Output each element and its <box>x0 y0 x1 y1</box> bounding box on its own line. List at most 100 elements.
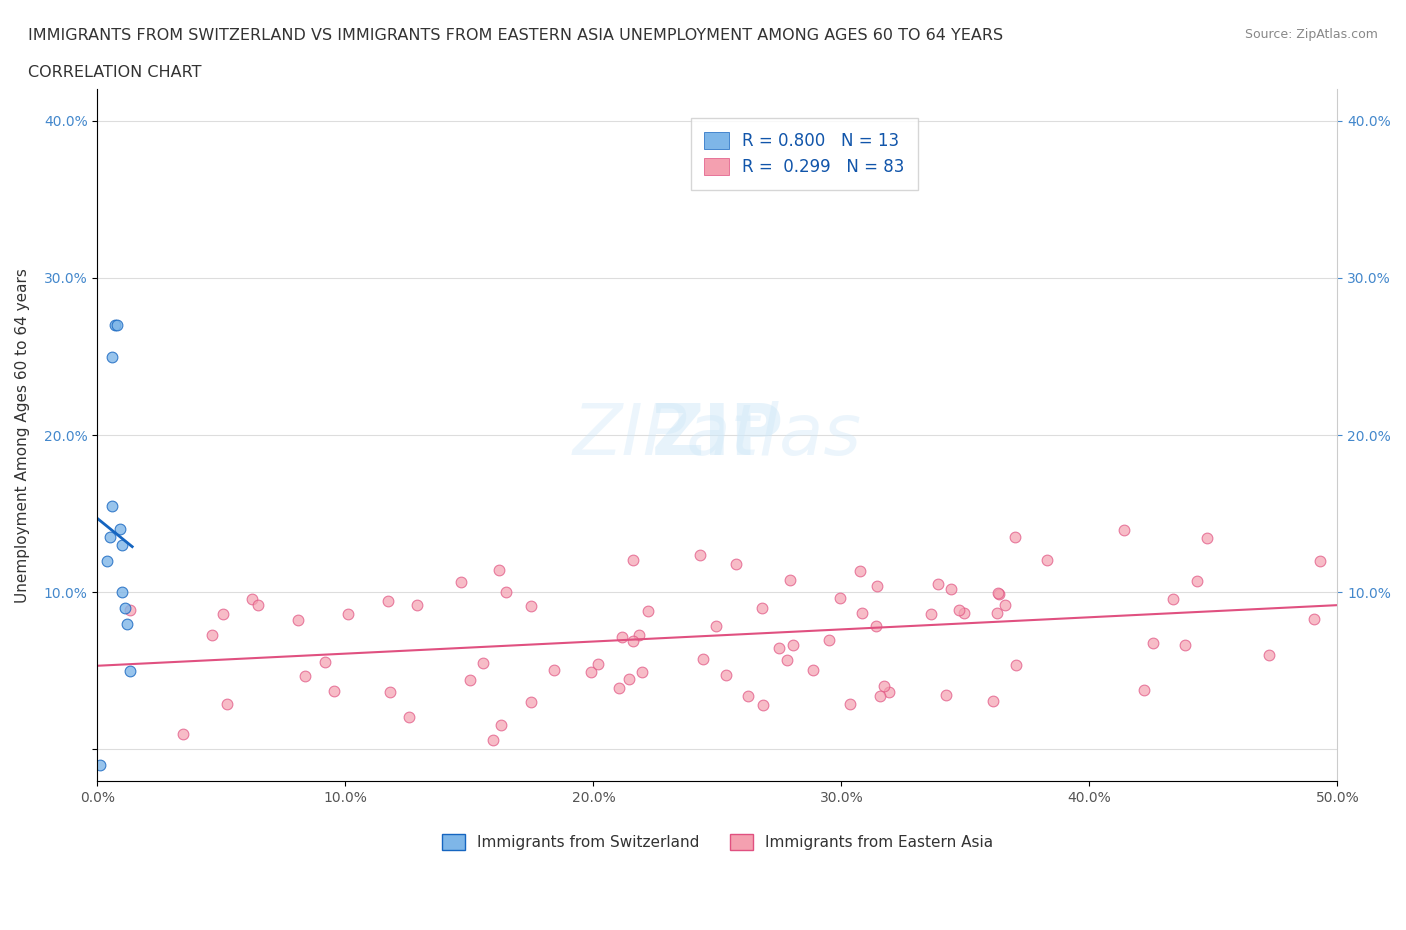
Point <box>1195 531 1218 546</box>
Point <box>877 685 900 700</box>
Text: Source: ZipAtlas.com: Source: ZipAtlas.com <box>1244 28 1378 41</box>
Point <box>322 684 344 698</box>
Legend: Immigrants from Switzerland, Immigrants from Eastern Asia: Immigrants from Switzerland, Immigrants … <box>436 828 1000 857</box>
Text: IMMIGRANTS FROM SWITZERLAND VS IMMIGRANTS FROM EASTERN ASIA UNEMPLOYMENT AMONG A: IMMIGRANTS FROM SWITZERLAND VS IMMIGRANT… <box>28 28 1004 43</box>
Point <box>1114 523 1136 538</box>
Point <box>246 598 269 613</box>
Point <box>111 538 134 552</box>
Point <box>839 697 862 711</box>
Point <box>212 606 235 621</box>
Point <box>986 605 1008 620</box>
Point <box>782 638 804 653</box>
Point <box>714 668 737 683</box>
Point <box>689 548 711 563</box>
Point <box>869 689 891 704</box>
Point <box>105 318 128 333</box>
Point <box>751 698 773 712</box>
Y-axis label: Unemployment Among Ages 60 to 64 years: Unemployment Among Ages 60 to 64 years <box>15 268 30 603</box>
Point <box>851 605 873 620</box>
Point <box>488 563 510 578</box>
Point <box>1004 530 1026 545</box>
Point <box>927 577 949 591</box>
Point <box>607 680 630 695</box>
Point <box>801 663 824 678</box>
Point <box>489 717 512 732</box>
Point <box>948 603 970 618</box>
Point <box>692 651 714 666</box>
Point <box>450 575 472 590</box>
Point <box>543 662 565 677</box>
Point <box>337 607 360 622</box>
Point <box>89 758 111 773</box>
Point <box>637 604 659 618</box>
Point <box>495 584 517 599</box>
Text: ZIP: ZIP <box>651 401 783 470</box>
Point <box>104 318 127 333</box>
Point <box>111 585 134 600</box>
Point <box>472 656 495 671</box>
Point <box>610 630 633 644</box>
Point <box>1302 612 1324 627</box>
Point <box>101 349 124 364</box>
Point <box>378 684 401 699</box>
Point <box>737 689 759 704</box>
Point <box>1173 638 1195 653</box>
Point <box>828 591 851 605</box>
Point <box>118 663 141 678</box>
Point <box>1036 552 1059 567</box>
Point <box>921 606 943 621</box>
Point <box>217 697 239 711</box>
Point <box>588 657 610 671</box>
Point <box>866 578 889 593</box>
Point <box>1161 592 1184 607</box>
Text: CORRELATION CHART: CORRELATION CHART <box>28 65 201 80</box>
Point <box>314 655 336 670</box>
Point <box>704 618 727 633</box>
Point <box>1257 647 1279 662</box>
Point <box>939 582 962 597</box>
Point <box>118 603 141 618</box>
Point <box>849 563 872 578</box>
Point <box>114 601 136 616</box>
Point <box>101 498 124 513</box>
Point <box>98 530 121 545</box>
Point <box>1309 554 1331 569</box>
Point <box>172 726 194 741</box>
Point <box>240 592 263 607</box>
Point <box>779 573 801 588</box>
Point <box>96 553 118 568</box>
Point <box>520 598 543 613</box>
Point <box>482 732 505 747</box>
Point <box>1142 635 1164 650</box>
Point <box>1185 573 1208 588</box>
Point <box>398 710 420 724</box>
Point <box>775 652 797 667</box>
Point <box>1004 658 1026 672</box>
Point <box>994 598 1017 613</box>
Point <box>287 613 309 628</box>
Point <box>621 633 644 648</box>
Point <box>873 678 896 693</box>
Point <box>201 628 224 643</box>
Point <box>952 605 974 620</box>
Point <box>751 601 773 616</box>
Point <box>621 553 644 568</box>
Point <box>818 632 841 647</box>
Point <box>294 669 316 684</box>
Point <box>579 665 602 680</box>
Point <box>377 594 399 609</box>
Point <box>988 586 1011 601</box>
Point <box>865 618 887 633</box>
Point <box>117 617 139 631</box>
Point <box>406 598 429 613</box>
Point <box>768 641 790 656</box>
Point <box>619 671 641 686</box>
Point <box>460 673 482 688</box>
Point <box>1133 683 1156 698</box>
Text: ZIPatlas: ZIPatlas <box>572 401 862 470</box>
Point <box>981 694 1004 709</box>
Point <box>519 695 541 710</box>
Point <box>627 628 650 643</box>
Point <box>987 586 1010 601</box>
Point <box>725 557 748 572</box>
